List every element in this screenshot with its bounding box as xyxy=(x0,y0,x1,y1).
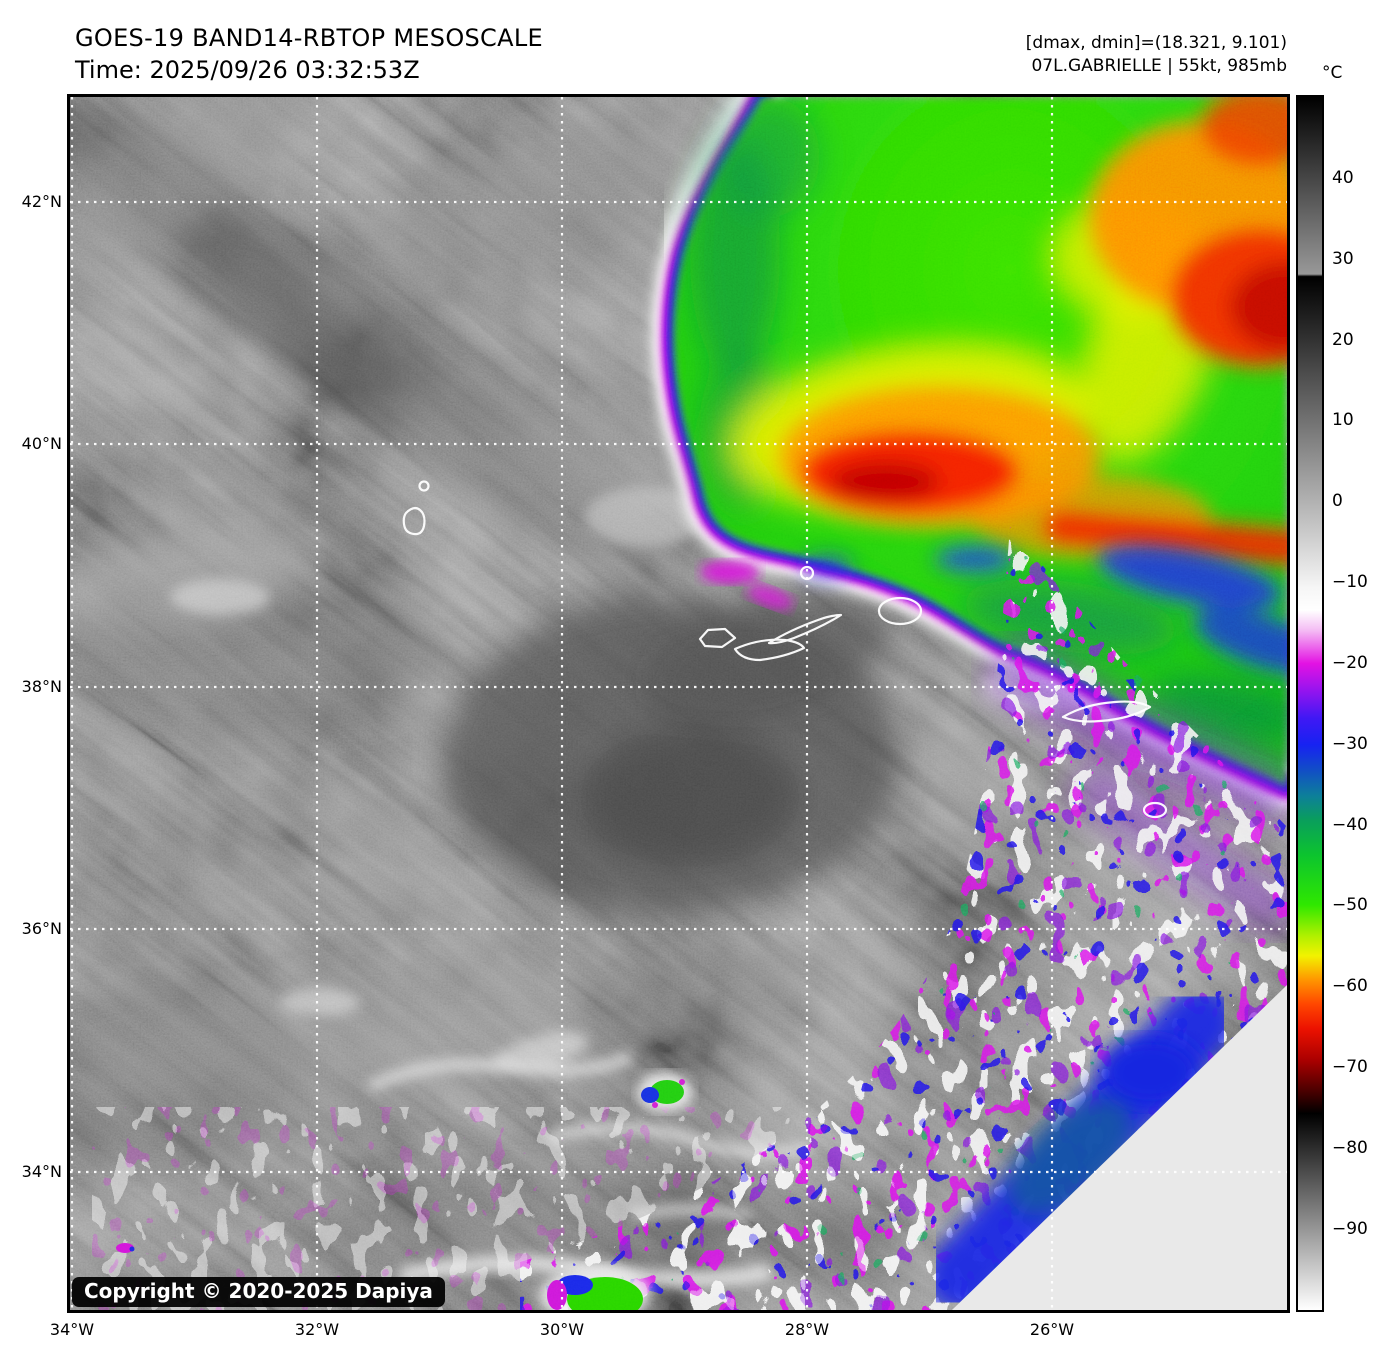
island-faial xyxy=(698,627,737,649)
storm-info: 07L.GABRIELLE | 55kt, 985mb xyxy=(1031,56,1287,76)
lon-label: 26°W xyxy=(1029,1320,1075,1339)
colorbar-tick: −20 xyxy=(1332,653,1368,673)
copyright-badge: Copyright © 2020-2025 Dapiya xyxy=(72,1277,445,1307)
lon-label: 30°W xyxy=(539,1320,585,1339)
colorbar-tick: −70 xyxy=(1332,1057,1368,1077)
colorbar-tick: 30 xyxy=(1332,249,1354,269)
lat-label: 42°N xyxy=(21,192,62,211)
satellite-image xyxy=(70,97,1287,1310)
colorbar-gradient xyxy=(1298,97,1322,1310)
lon-label: 32°W xyxy=(294,1320,340,1339)
island-flores xyxy=(402,506,426,536)
colorbar-tick: −40 xyxy=(1332,815,1368,835)
colorbar-tick: −50 xyxy=(1332,895,1368,915)
island-sao-miguel xyxy=(1061,700,1152,723)
colorbar xyxy=(1296,95,1324,1312)
lat-label: 34°N xyxy=(21,1162,62,1181)
timestamp: Time: 2025/09/26 03:32:53Z xyxy=(75,56,420,84)
colorbar-tick: −90 xyxy=(1332,1219,1368,1239)
lon-label: 28°W xyxy=(784,1320,830,1339)
colorbar-tick: 0 xyxy=(1332,491,1343,511)
no-data-void-triangle xyxy=(952,985,1287,1310)
colorbar-tick: −30 xyxy=(1332,734,1368,754)
lat-label: 40°N xyxy=(21,434,62,453)
island-corvo xyxy=(418,480,430,492)
lon-label: 34°W xyxy=(49,1320,95,1339)
page-title: GOES-19 BAND14-RBTOP MESOSCALE xyxy=(75,24,543,52)
colorbar-unit: °C xyxy=(1322,63,1343,83)
scan-edge-band xyxy=(924,986,1236,1310)
colorbar-tick: −10 xyxy=(1332,572,1368,592)
island-pico xyxy=(733,638,806,662)
lat-label: 38°N xyxy=(21,677,62,696)
latlon-grid xyxy=(70,97,1287,1310)
colorbar-tick: 40 xyxy=(1332,168,1354,188)
colorbar-tick: 10 xyxy=(1332,410,1354,430)
lat-label: 36°N xyxy=(21,919,62,938)
dmax-dmin-stats: [dmax, dmin]=(18.321, 9.101) xyxy=(1025,33,1287,53)
map-frame: Copyright © 2020-2025 Dapiya xyxy=(67,94,1290,1313)
colorbar-tick: −80 xyxy=(1332,1138,1368,1158)
island-santa-maria xyxy=(1142,801,1168,819)
island-outlines xyxy=(402,480,1168,819)
colorbar-tick: −60 xyxy=(1332,976,1368,996)
colorbar-tick: 20 xyxy=(1332,330,1354,350)
island-terceira xyxy=(877,596,923,626)
